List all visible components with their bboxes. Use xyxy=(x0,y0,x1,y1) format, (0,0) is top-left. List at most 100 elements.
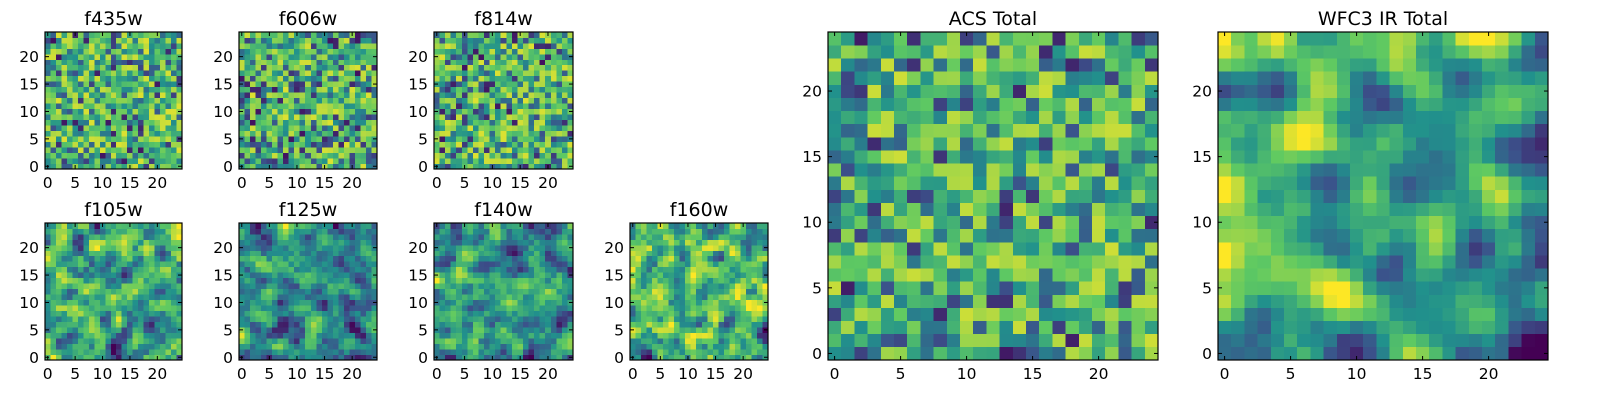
heatmap-cell xyxy=(310,53,317,60)
heatmap-cell xyxy=(171,250,177,257)
heatmap-cell xyxy=(729,233,736,240)
heatmap-cell xyxy=(489,343,496,350)
heatmap-cell xyxy=(66,59,73,66)
heatmap-cell xyxy=(756,349,763,355)
heatmap-cell xyxy=(277,70,284,77)
heatmap-cell xyxy=(343,32,350,38)
heatmap-cell xyxy=(66,255,73,262)
heatmap-cell xyxy=(734,223,741,229)
heatmap-cell xyxy=(176,37,183,44)
heatmap-cell xyxy=(556,349,563,355)
heatmap-cell xyxy=(434,92,440,99)
heatmap-cell xyxy=(745,277,752,284)
heatmap-cell xyxy=(294,294,301,301)
heatmap-cell xyxy=(55,125,62,131)
heatmap-cell xyxy=(266,130,273,137)
heatmap-cell xyxy=(165,86,172,93)
heatmap-cell xyxy=(712,250,719,257)
heatmap-cell xyxy=(734,316,741,322)
heatmap-cell xyxy=(154,86,161,93)
heatmap-cell xyxy=(1131,241,1146,256)
heatmap-cell xyxy=(272,272,278,279)
heatmap-cell xyxy=(545,327,552,333)
heatmap-cell xyxy=(88,223,95,229)
heatmap-cell xyxy=(332,141,339,148)
heatmap-cell xyxy=(467,349,474,355)
heatmap-cell xyxy=(343,141,350,148)
heatmap-cell xyxy=(88,136,95,142)
heatmap-cell xyxy=(138,354,144,361)
heatmap-cell xyxy=(718,338,725,344)
heatmap-cell xyxy=(132,152,139,159)
heatmap-cell xyxy=(663,261,669,268)
heatmap-cell xyxy=(61,272,68,279)
heatmap-cell xyxy=(371,338,378,344)
heatmap-cell xyxy=(685,327,692,333)
heatmap-cell xyxy=(176,64,183,71)
heatmap-cell xyxy=(88,332,95,339)
heatmap-cell xyxy=(729,266,736,273)
heatmap-cell xyxy=(55,75,62,82)
heatmap-cell xyxy=(999,163,1014,177)
heatmap-cell xyxy=(349,152,356,159)
heatmap-cell xyxy=(946,333,961,348)
heatmap-cell xyxy=(495,338,502,344)
heatmap-cell xyxy=(907,294,921,308)
heatmap-cell xyxy=(55,228,62,235)
heatmap-cell xyxy=(261,310,267,317)
heatmap-cell xyxy=(310,239,317,246)
heatmap-cell xyxy=(668,244,675,251)
heatmap-cell xyxy=(305,354,312,361)
heatmap-cell xyxy=(299,228,306,235)
heatmap-cell xyxy=(517,288,524,295)
heatmap-cell xyxy=(907,346,921,361)
heatmap-cell xyxy=(550,305,557,312)
heatmap-cell xyxy=(94,338,101,344)
heatmap-cell xyxy=(545,141,552,148)
heatmap-cell xyxy=(1105,307,1119,321)
heatmap-cell xyxy=(283,136,290,142)
heatmap-cell xyxy=(305,305,312,312)
heatmap-cell xyxy=(316,261,323,268)
heatmap-cell xyxy=(723,266,730,273)
heatmap-cell xyxy=(652,283,658,290)
heatmap-cell xyxy=(751,305,758,312)
heatmap-cell xyxy=(171,244,177,251)
heatmap-cell xyxy=(646,321,653,328)
heatmap-cell xyxy=(171,114,177,121)
heatmap-cell xyxy=(506,266,513,273)
heatmap-cell xyxy=(83,338,90,344)
heatmap-cell xyxy=(154,255,161,262)
heatmap-cell xyxy=(445,125,452,131)
heatmap-cell xyxy=(946,255,961,269)
heatmap-cell xyxy=(1026,346,1040,361)
heatmap-cell xyxy=(461,338,468,344)
heatmap-cell xyxy=(171,70,177,77)
heatmap-cell xyxy=(327,223,334,229)
heatmap-cell xyxy=(500,32,507,38)
heatmap-cell xyxy=(343,147,350,153)
heatmap-cell xyxy=(745,283,752,290)
heatmap-cell xyxy=(132,48,139,55)
heatmap-cell xyxy=(1039,320,1053,335)
heatmap-cell xyxy=(305,316,312,322)
heatmap-cell xyxy=(338,299,345,306)
heatmap-cell xyxy=(72,299,79,306)
heatmap-cell xyxy=(696,343,703,350)
heatmap-cell xyxy=(343,64,350,71)
heatmap-cell xyxy=(94,86,101,93)
heatmap-cell xyxy=(299,310,306,317)
heatmap-cell xyxy=(439,310,446,317)
heatmap-cell xyxy=(461,42,468,49)
heatmap-cell xyxy=(332,266,339,273)
heatmap-cell xyxy=(327,338,334,344)
heatmap-cell xyxy=(365,37,372,44)
heatmap-cell xyxy=(445,294,452,301)
heatmap-cell xyxy=(116,277,123,284)
heatmap-cell xyxy=(277,343,284,350)
heatmap-cell xyxy=(255,97,262,104)
heatmap-cell xyxy=(567,288,574,295)
heatmap-cell xyxy=(138,81,144,88)
heatmap-cell xyxy=(272,147,278,153)
heatmap-cell xyxy=(674,255,681,262)
